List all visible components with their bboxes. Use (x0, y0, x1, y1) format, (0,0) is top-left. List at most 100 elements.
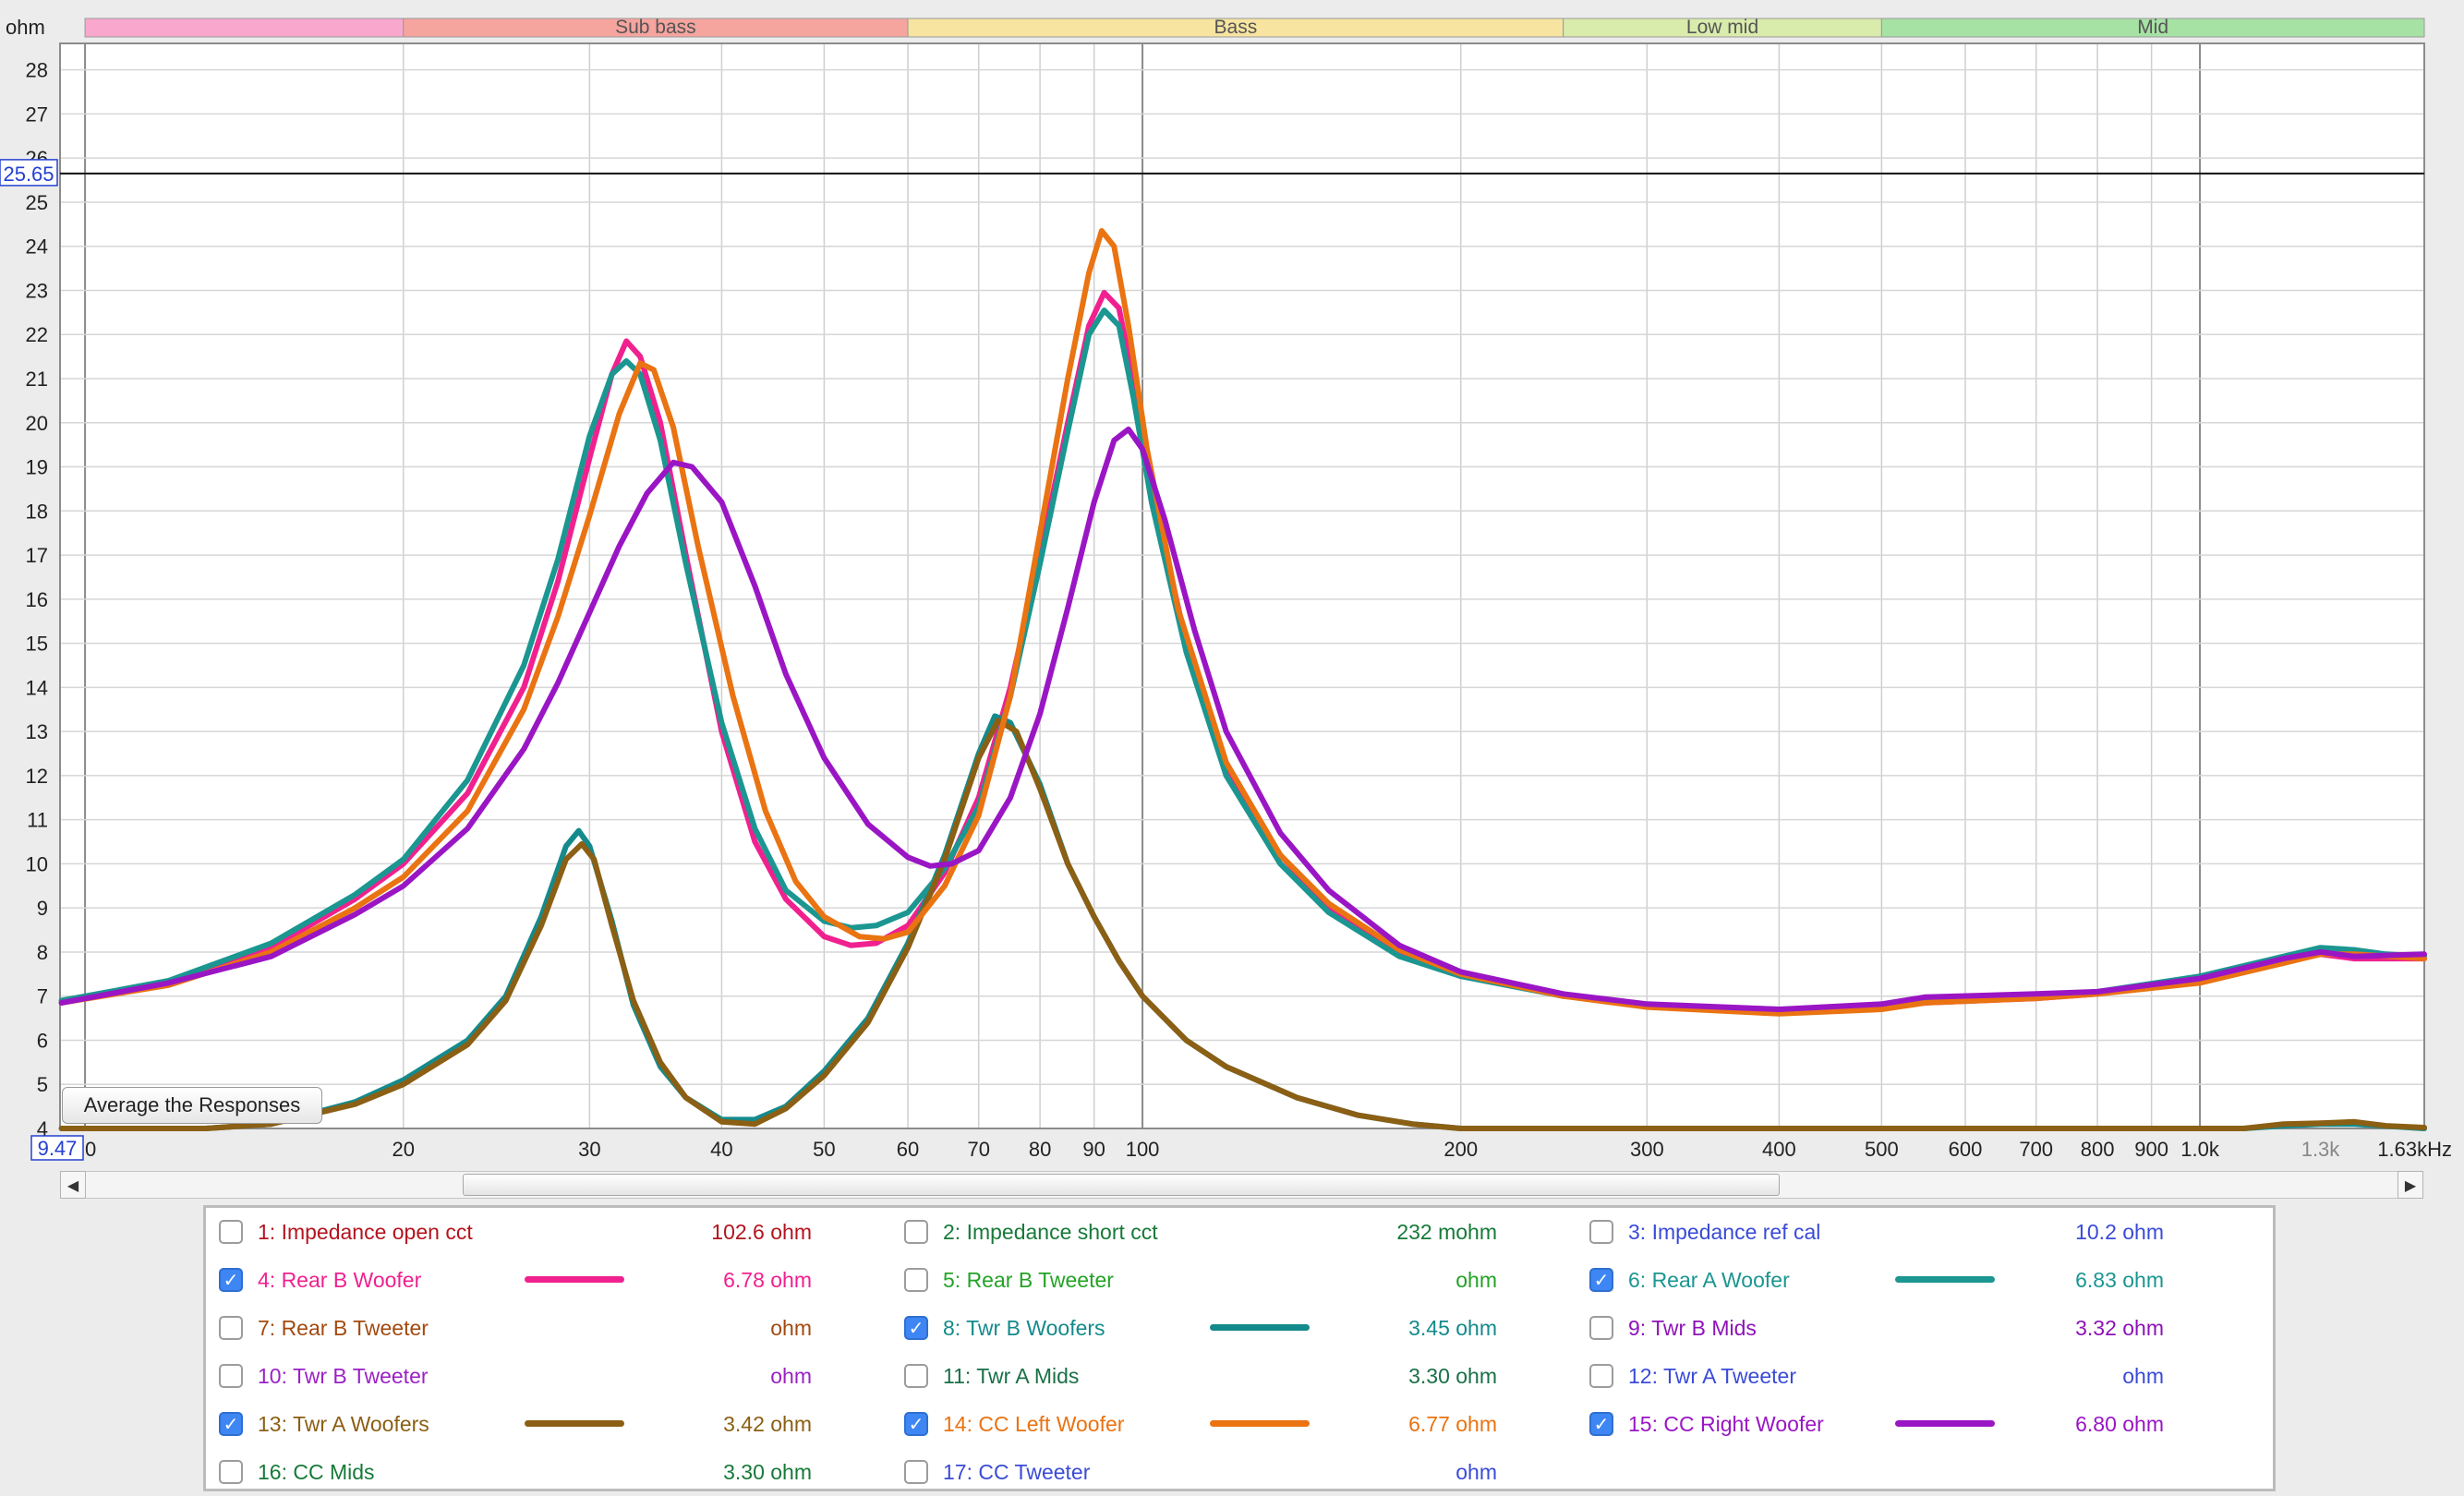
band-label: Sub bass (615, 17, 696, 38)
legend-value: 3.42 ohm (723, 1412, 812, 1436)
y-tick-label: 18 (26, 500, 48, 523)
average-responses-button[interactable]: Average the Responses (62, 1087, 322, 1124)
checkbox-unchecked[interactable] (904, 1364, 928, 1388)
band-label: Mid (2137, 17, 2168, 38)
x-tick-label: 40 (710, 1138, 732, 1161)
legend-value: 10.2 ohm (2075, 1220, 2164, 1244)
legend-label: 17: CC Tweeter (943, 1460, 1091, 1484)
legend-label: 1: Impedance open cct (258, 1220, 473, 1244)
x-tick-label: 0 (85, 1138, 96, 1161)
legend-item[interactable]: ✓ 6: Rear A Woofer 6.83 ohm (1576, 1256, 2164, 1304)
x-tick-label: 1.3k (2301, 1138, 2341, 1161)
checkbox-unchecked[interactable] (904, 1460, 928, 1484)
y-tick-label: 13 (26, 720, 48, 743)
legend-label: 7: Rear B Tweeter (258, 1316, 429, 1340)
y-tick-label: 28 (26, 59, 48, 82)
legend-value: 232 mohm (1396, 1220, 1497, 1244)
checkbox-checked[interactable]: ✓ (1589, 1268, 1613, 1292)
y-tick-label: 19 (26, 456, 48, 479)
x-tick-label: 1.63kHz (2377, 1138, 2452, 1161)
legend-item[interactable]: ✓ 4: Rear B Woofer 6.78 ohm (206, 1256, 812, 1304)
legend-item[interactable]: 10: Twr B Tweeter ohm (206, 1352, 812, 1400)
y-tick-label: 24 (26, 235, 48, 259)
horizontal-scrollbar[interactable] (86, 1171, 2398, 1199)
y-tick-label: 5 (37, 1073, 48, 1096)
y-tick-label: 16 (26, 588, 48, 611)
legend-value: 6.83 ohm (2075, 1268, 2164, 1292)
measurement-legend: 1: Impedance open cct 102.6 ohm 2: Impedan… (203, 1205, 2276, 1491)
legend-value: 3.45 ohm (1408, 1316, 1497, 1340)
y-tick-label: 11 (27, 809, 48, 832)
checkbox-unchecked[interactable] (904, 1220, 928, 1244)
checkbox-checked[interactable]: ✓ (904, 1412, 928, 1436)
checkbox-checked[interactable]: ✓ (904, 1316, 928, 1340)
y-tick-label: 10 (26, 852, 48, 875)
legend-item[interactable]: 7: Rear B Tweeter ohm (206, 1304, 812, 1352)
y-tick-label: 25 (26, 191, 48, 214)
band-label: Bass (1214, 17, 1258, 38)
cursor-y-readout-box (0, 159, 58, 187)
scroll-left-button[interactable]: ◀ (60, 1171, 86, 1199)
plot-border (59, 42, 2425, 1129)
legend-item[interactable]: ✓ 13: Twr A Woofers 3.42 ohm (206, 1400, 812, 1448)
legend-item[interactable]: ✓ 15: CC Right Woofer 6.80 ohm (1576, 1400, 2164, 1448)
checkbox-unchecked[interactable] (1589, 1316, 1613, 1340)
checkbox-unchecked[interactable] (219, 1316, 243, 1340)
legend-label: 9: Twr B Mids (1628, 1316, 1757, 1340)
checkbox-checked[interactable]: ✓ (219, 1268, 243, 1292)
legend-label: 8: Twr B Woofers (943, 1316, 1105, 1340)
band-4 (1880, 18, 2425, 38)
legend-label: 3: Impedance ref cal (1628, 1220, 1821, 1244)
y-tick-label: 4 (37, 1117, 48, 1140)
cursor-x-readout-box (30, 1135, 84, 1161)
legend-item[interactable]: 12: Twr A Tweeter ohm (1576, 1352, 2164, 1400)
legend-item[interactable]: ✓ 8: Twr B Woofers 3.45 ohm (891, 1304, 1497, 1352)
checkbox-unchecked[interactable] (219, 1460, 243, 1484)
y-tick-label: 23 (26, 279, 48, 302)
checkbox-unchecked[interactable] (219, 1220, 243, 1244)
legend-item[interactable]: 11: Twr A Mids 3.30 ohm (891, 1352, 1497, 1400)
checkbox-unchecked[interactable] (904, 1268, 928, 1292)
legend-item[interactable]: ✓ 14: CC Left Woofer 6.77 ohm (891, 1400, 1497, 1448)
checkbox-unchecked[interactable] (1589, 1364, 1613, 1388)
legend-item[interactable]: 3: Impedance ref cal 10.2 ohm (1576, 1208, 2164, 1256)
legend-label: 4: Rear B Woofer (258, 1268, 422, 1292)
checkbox-unchecked[interactable] (1589, 1220, 1613, 1244)
x-tick-label: 90 (1082, 1138, 1105, 1161)
legend-label: 13: Twr A Woofers (258, 1412, 429, 1436)
legend-value: 3.30 ohm (723, 1460, 812, 1484)
horizontal-grid (60, 68, 2424, 1129)
x-tick-label: 80 (1029, 1138, 1051, 1161)
series-line-4 (58, 718, 2427, 1131)
checkbox-checked[interactable]: ✓ (219, 1412, 243, 1436)
x-tick-label: 50 (813, 1138, 835, 1161)
legend-label: 16: CC Mids (258, 1460, 375, 1484)
scrollbar-thumb[interactable] (463, 1174, 1780, 1196)
legend-item[interactable]: 16: CC Mids 3.30 ohm (206, 1448, 812, 1496)
legend-item[interactable]: 9: Twr B Mids 3.32 ohm (1576, 1304, 2164, 1352)
legend-item[interactable]: 5: Rear B Tweeter ohm (891, 1256, 1497, 1304)
legend-value: 102.6 ohm (711, 1220, 812, 1244)
legend-item[interactable]: 2: Impedance short cct 232 mohm (891, 1208, 1497, 1256)
legend-label: 5: Rear B Tweeter (943, 1268, 1114, 1292)
legend-swatch (1895, 1420, 1995, 1427)
legend-label: 2: Impedance short cct (943, 1220, 1158, 1244)
legend-item[interactable]: 1: Impedance open cct 102.6 ohm (206, 1208, 812, 1256)
y-tick-label: 17 (26, 544, 48, 567)
legend-swatch (1210, 1420, 1310, 1427)
band-label: Low mid (1686, 17, 1758, 38)
y-tick-label: 6 (37, 1029, 48, 1052)
cursor-y-readout: 25.65 (3, 163, 54, 186)
checkbox-unchecked[interactable] (219, 1364, 243, 1388)
checkbox-checked[interactable]: ✓ (1589, 1412, 1613, 1436)
legend-swatch (1895, 1276, 1995, 1283)
y-tick-label: 15 (26, 633, 48, 656)
y-tick-label: 21 (26, 368, 48, 391)
legend-item[interactable]: 17: CC Tweeter ohm (891, 1448, 1497, 1496)
legend-value: 6.78 ohm (723, 1268, 812, 1292)
scroll-right-button[interactable]: ▶ (2398, 1171, 2423, 1199)
legend-label: 6: Rear A Woofer (1628, 1268, 1790, 1292)
legend-swatch (525, 1420, 624, 1427)
x-tick-label: 700 (2019, 1138, 2053, 1161)
